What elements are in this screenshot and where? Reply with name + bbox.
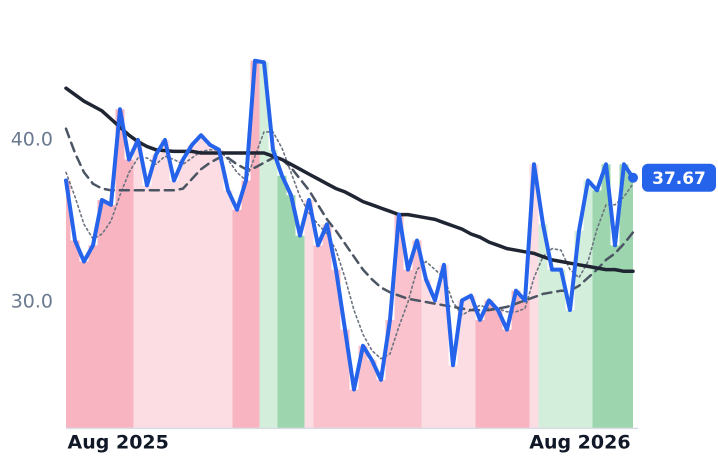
regime-bar (178, 159, 188, 429)
regime-bar (394, 214, 404, 429)
regime-bar (250, 60, 260, 429)
regime-bar (124, 159, 134, 429)
x-tick-label: Aug 2026 (529, 432, 630, 454)
regime-bar (403, 269, 413, 429)
regime-bar (412, 240, 422, 429)
x-tick-label: Aug 2025 (68, 432, 169, 454)
regime-bar (304, 199, 314, 429)
regime-bar (367, 360, 377, 429)
y-tick-label: 30.0 (11, 291, 53, 313)
series-line (64, 58, 635, 392)
last-value-label: 37.67 (652, 169, 706, 189)
regime-bar (376, 379, 386, 429)
regime-bar (160, 140, 170, 429)
regime-bar (502, 329, 512, 429)
regime-bar (628, 177, 633, 429)
lines (64, 58, 635, 392)
regime-bar (457, 300, 467, 429)
regime-bar (583, 180, 593, 429)
regime-bar (430, 300, 440, 429)
regime-bar (421, 279, 431, 429)
regime-bar (619, 164, 629, 429)
regime-bar (349, 389, 359, 429)
regime-bar (358, 345, 368, 429)
regime-bar (565, 310, 575, 429)
regime-bar (295, 235, 305, 429)
regime-bar (601, 164, 611, 429)
regime-bar (511, 290, 521, 429)
regime-bar (556, 269, 566, 429)
regime-bar (70, 240, 80, 429)
regime-bar (115, 109, 125, 429)
regime-bar (106, 204, 116, 429)
regime-bar (241, 180, 251, 429)
regime-bar (97, 199, 107, 429)
regime-bar (475, 319, 485, 429)
regime-bar (493, 310, 503, 429)
last-point (628, 172, 638, 183)
regime-bar (133, 140, 143, 429)
regime-bar (142, 185, 152, 429)
regime-bar (88, 245, 98, 429)
regime-bar (277, 175, 287, 429)
regime-bar (79, 261, 89, 429)
regime-bar (313, 245, 323, 429)
regime-bar (66, 180, 71, 429)
regime-bar (448, 365, 458, 429)
regime-bar (439, 264, 449, 429)
regime-bar (592, 190, 602, 429)
last-value-badge (642, 163, 716, 192)
labels: 30.0 40.0 Aug 2025 Aug 2026 37.67 (11, 129, 716, 454)
series-line (65, 131, 634, 360)
regime-bar (187, 144, 197, 429)
regime-bar (520, 300, 530, 429)
regime-bar (259, 62, 269, 429)
regime-bar (538, 224, 548, 429)
regime-bar (214, 149, 224, 429)
regime-bar (169, 180, 179, 429)
regime-bar (232, 209, 242, 429)
regime-bar (268, 149, 278, 429)
regime-bar (286, 195, 296, 429)
regime-bar (340, 329, 350, 429)
regime-bar (574, 230, 584, 429)
regime-bar (151, 154, 161, 429)
y-tick-label: 40.0 (11, 129, 53, 151)
regime-bar (610, 245, 620, 429)
regime-bar (205, 144, 215, 429)
regime-bar (484, 300, 494, 429)
regime-bar (196, 135, 206, 429)
regime-bar (466, 295, 476, 429)
regime-bar (547, 269, 557, 429)
regime-bar (385, 319, 395, 429)
regime-bar (223, 190, 233, 429)
regime-bar (322, 224, 332, 429)
regime-bar (331, 269, 341, 429)
series-line (64, 127, 635, 312)
